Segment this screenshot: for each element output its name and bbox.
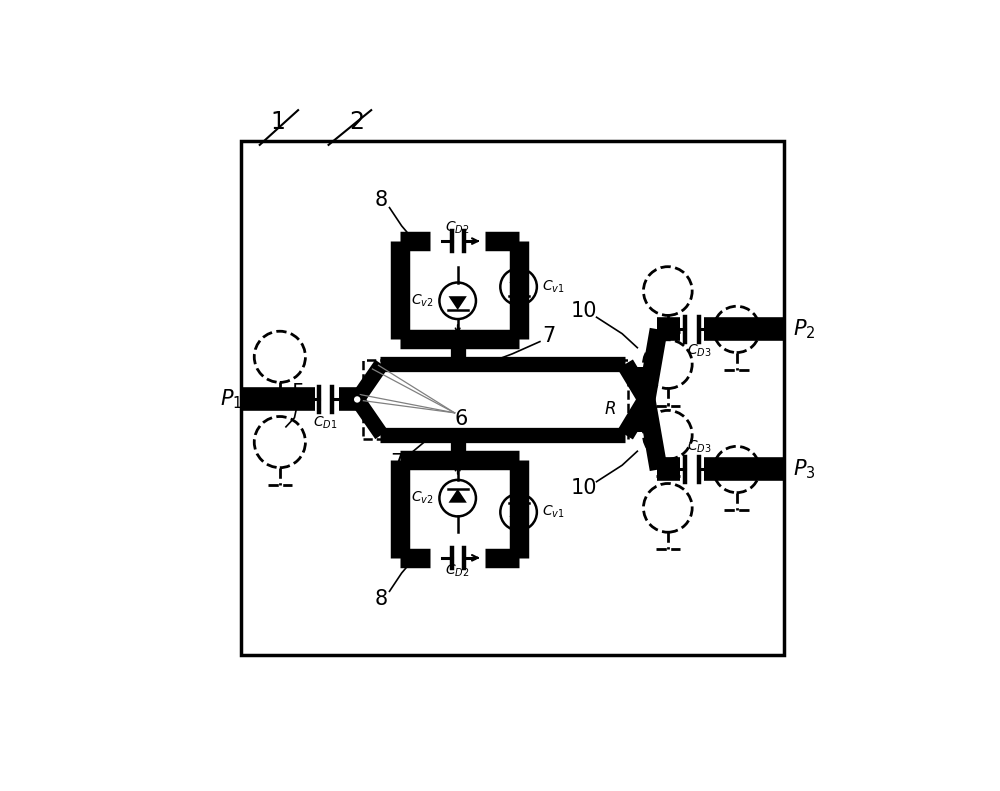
Text: 1: 1 bbox=[271, 110, 285, 134]
Text: 2: 2 bbox=[350, 110, 365, 134]
Text: $C_{D2}$: $C_{D2}$ bbox=[445, 563, 470, 580]
Text: $C_{v1}$: $C_{v1}$ bbox=[542, 278, 564, 295]
Polygon shape bbox=[509, 282, 528, 296]
Text: $P_1$: $P_1$ bbox=[220, 388, 242, 411]
Text: $P_2$: $P_2$ bbox=[793, 318, 815, 341]
Text: $C_{D3}$: $C_{D3}$ bbox=[687, 343, 712, 359]
Text: 7: 7 bbox=[390, 453, 403, 473]
Text: $C_{D3}$: $C_{D3}$ bbox=[687, 438, 712, 455]
Text: 6: 6 bbox=[454, 409, 467, 429]
Circle shape bbox=[353, 396, 361, 403]
Bar bbox=[363, 360, 628, 439]
Text: $C_{D2}$: $C_{D2}$ bbox=[445, 219, 470, 236]
Text: $C_{D1}$: $C_{D1}$ bbox=[313, 414, 338, 431]
Text: 8: 8 bbox=[375, 190, 388, 210]
Text: $C_{v1}$: $C_{v1}$ bbox=[542, 504, 564, 520]
Text: $C_{v2}$: $C_{v2}$ bbox=[411, 293, 433, 309]
Polygon shape bbox=[449, 296, 467, 310]
Bar bbox=[241, 141, 784, 655]
Polygon shape bbox=[449, 489, 467, 503]
Text: 10: 10 bbox=[571, 301, 598, 321]
Text: $P_3$: $P_3$ bbox=[793, 458, 815, 481]
Text: 10: 10 bbox=[571, 478, 598, 498]
Polygon shape bbox=[509, 503, 528, 517]
Text: 5: 5 bbox=[291, 384, 305, 403]
Text: R: R bbox=[604, 399, 616, 418]
Text: $C_{v2}$: $C_{v2}$ bbox=[411, 490, 433, 506]
Text: 7: 7 bbox=[542, 326, 556, 346]
Text: 8: 8 bbox=[375, 589, 388, 609]
